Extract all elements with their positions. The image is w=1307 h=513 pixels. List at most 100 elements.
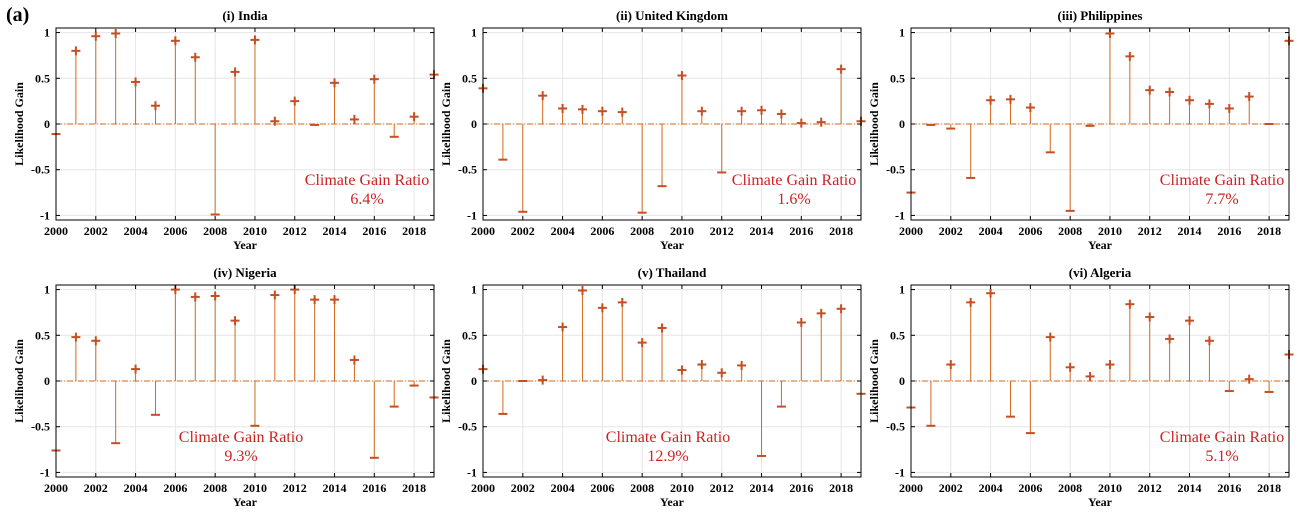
y-tick-label: -0.5: [31, 420, 50, 434]
y-tick-label: 0.5: [462, 71, 477, 85]
x-tick-label: 2002: [511, 224, 535, 238]
x-tick-label: 2012: [283, 224, 307, 238]
y-tick-label: -1: [467, 465, 477, 479]
x-tick-label: 2004: [979, 481, 1003, 495]
chart-panel: 2000 2002 2004 2006 2008 2010 2012 2014 2016 2018…: [12, 8, 439, 252]
x-axis-label: Year: [1088, 495, 1113, 509]
x-tick-label: 2014: [323, 224, 347, 238]
x-tick-label: 2000: [471, 224, 495, 238]
x-tick-label: 2010: [670, 481, 694, 495]
climate-gain-ratio-value: 7.7%: [1205, 191, 1238, 208]
y-tick-label: 0: [899, 374, 905, 388]
y-tick-label: 0: [471, 117, 477, 131]
x-tick-label: 2014: [1178, 224, 1202, 238]
y-axis-label: Likelihood Gain: [439, 82, 453, 166]
y-tick-label: 0.5: [35, 71, 50, 85]
y-tick-label: 0: [471, 374, 477, 388]
x-tick-label: 2010: [243, 224, 267, 238]
x-tick-label: 2006: [590, 224, 614, 238]
y-tick-label: 1: [471, 283, 477, 297]
x-tick-label: 2008: [1058, 224, 1082, 238]
x-tick-label: 2002: [939, 224, 963, 238]
x-tick-label: 2006: [1018, 224, 1042, 238]
x-tick-label: 2016: [789, 224, 813, 238]
x-axis-label: Year: [233, 238, 258, 252]
y-tick-label: 0: [899, 117, 905, 131]
x-tick-label: 2000: [44, 224, 68, 238]
y-tick-label: 1: [44, 26, 50, 40]
y-tick-label: 0.5: [890, 328, 905, 342]
climate-gain-ratio-label: Climate Gain Ratio: [732, 172, 856, 189]
x-tick-label: 2014: [750, 481, 774, 495]
y-tick-label: 1: [471, 26, 477, 40]
y-tick-label: -1: [895, 465, 905, 479]
y-tick-label: -1: [467, 208, 477, 222]
x-tick-label: 2004: [551, 224, 575, 238]
chart-panel: 2000 2002 2004 2006 2008 2010 2012 2014 2016 2018…: [439, 265, 866, 509]
x-tick-label: 2014: [1178, 481, 1202, 495]
x-tick-label: 2018: [829, 224, 853, 238]
chart-panel: 2000 2002 2004 2006 2008 2010 2012 2014 2016 2018…: [867, 265, 1294, 509]
chart-title: (iv) Nigeria: [213, 265, 277, 280]
climate-gain-ratio-label: Climate Gain Ratio: [305, 172, 429, 189]
x-tick-label: 2006: [163, 224, 187, 238]
x-tick-label: 2004: [124, 224, 148, 238]
y-tick-label: -1: [895, 208, 905, 222]
x-tick-label: 2000: [899, 481, 923, 495]
x-tick-label: 2018: [1257, 481, 1281, 495]
climate-gain-ratio-label: Climate Gain Ratio: [1160, 172, 1284, 189]
x-tick-label: 2000: [471, 481, 495, 495]
x-tick-label: 2008: [630, 224, 654, 238]
y-tick-label: -0.5: [31, 163, 50, 177]
x-tick-label: 2014: [323, 481, 347, 495]
x-tick-label: 2002: [84, 481, 108, 495]
y-axis-label: Likelihood Gain: [867, 339, 881, 423]
x-tick-label: 2004: [124, 481, 148, 495]
x-tick-label: 2012: [710, 481, 734, 495]
panel-label: (a): [6, 4, 30, 26]
x-tick-label: 2006: [1018, 481, 1042, 495]
x-tick-label: 2010: [1098, 224, 1122, 238]
x-tick-label: 2008: [203, 481, 227, 495]
climate-gain-ratio-label: Climate Gain Ratio: [1160, 429, 1284, 446]
x-tick-label: 2018: [1257, 224, 1281, 238]
y-tick-label: -1: [40, 208, 50, 222]
y-tick-label: -0.5: [458, 420, 477, 434]
x-tick-label: 2006: [590, 481, 614, 495]
y-tick-label: 0.5: [462, 328, 477, 342]
chart-title: (ii) United Kingdom: [616, 8, 728, 23]
x-tick-label: 2014: [750, 224, 774, 238]
x-axis-label: Year: [660, 495, 685, 509]
climate-gain-ratio-value: 5.1%: [1205, 448, 1238, 465]
y-tick-label: -1: [40, 465, 50, 479]
climate-gain-ratio-value: 1.6%: [777, 191, 810, 208]
x-tick-label: 2000: [899, 224, 923, 238]
x-tick-label: 2016: [362, 224, 386, 238]
y-tick-label: 0.5: [890, 71, 905, 85]
x-tick-label: 2010: [243, 481, 267, 495]
chart-panel: 2000 2002 2004 2006 2008 2010 2012 2014 2016 2018…: [439, 8, 866, 252]
x-tick-label: 2012: [1138, 481, 1162, 495]
chart-title: (v) Thailand: [638, 265, 708, 280]
y-tick-label: -0.5: [458, 163, 477, 177]
x-tick-label: 2016: [362, 481, 386, 495]
y-tick-label: 1: [899, 283, 905, 297]
x-tick-label: 2012: [1138, 224, 1162, 238]
x-tick-label: 2008: [203, 224, 227, 238]
x-tick-label: 2004: [979, 224, 1003, 238]
y-tick-label: 1: [44, 283, 50, 297]
chart-panel: 2000 2002 2004 2006 2008 2010 2012 2014 2016 2018…: [12, 265, 439, 509]
y-axis-label: Likelihood Gain: [867, 82, 881, 166]
chart-panel: 2000 2002 2004 2006 2008 2010 2012 2014 2016 2018…: [867, 8, 1294, 252]
x-tick-label: 2010: [1098, 481, 1122, 495]
x-tick-label: 2002: [511, 481, 535, 495]
x-tick-label: 2012: [283, 481, 307, 495]
x-tick-label: 2016: [789, 481, 813, 495]
x-axis-label: Year: [233, 495, 258, 509]
x-axis-label: Year: [660, 238, 685, 252]
x-tick-label: 2016: [1217, 481, 1241, 495]
chart-title: (iii) Philippines: [1058, 8, 1143, 23]
chart-title: (vi) Algeria: [1069, 265, 1132, 280]
